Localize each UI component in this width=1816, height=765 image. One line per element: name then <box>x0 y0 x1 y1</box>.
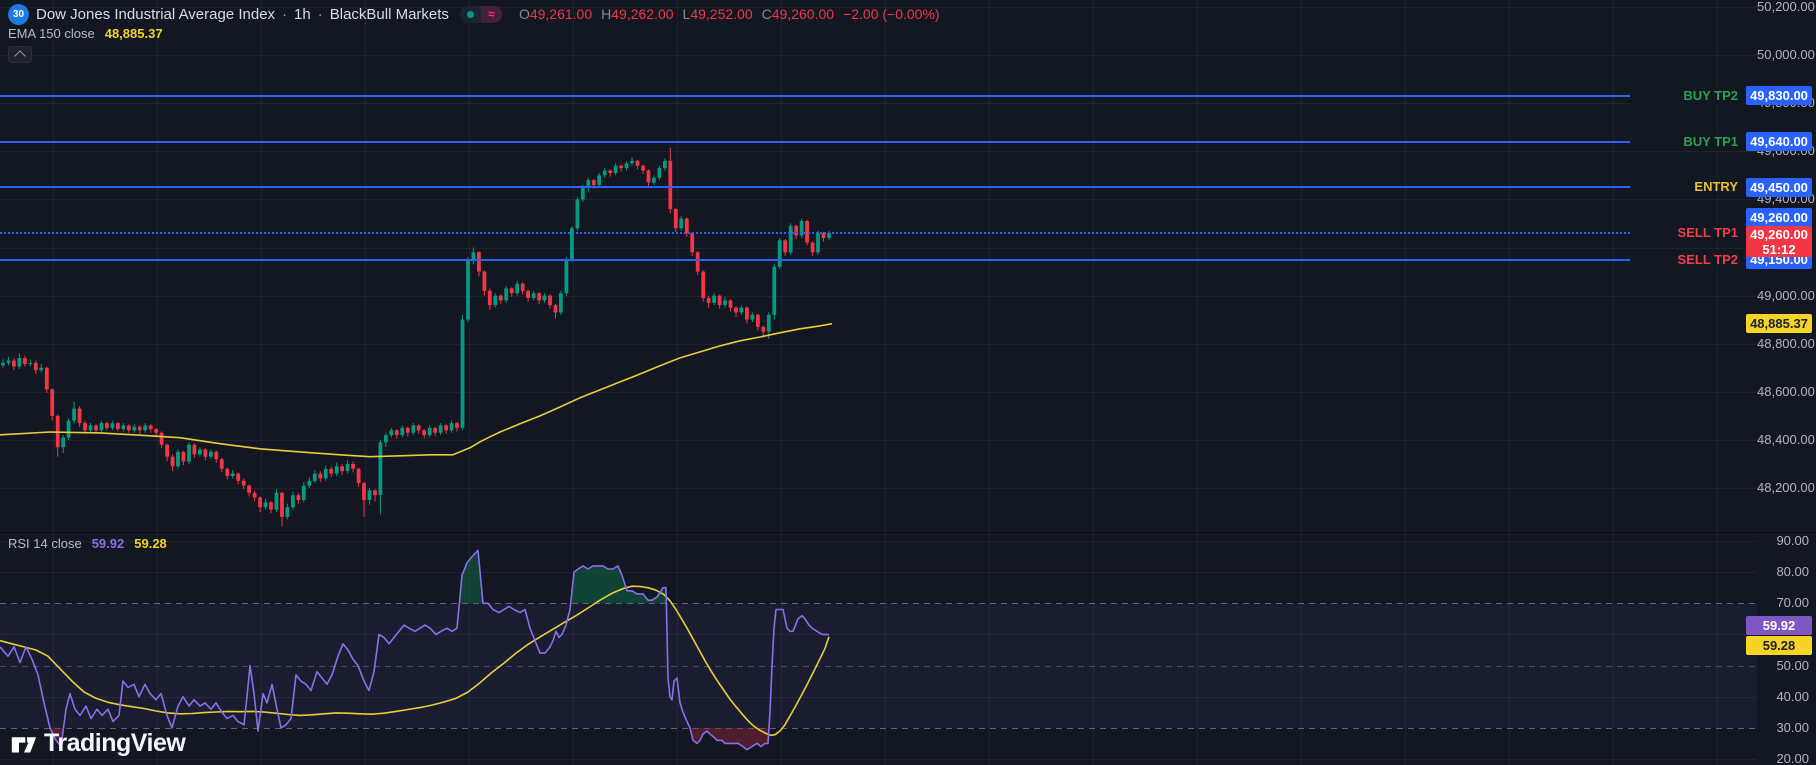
rsi-axis-label: 90.00 <box>1776 533 1809 548</box>
trade-line-bar[interactable] <box>0 232 1742 234</box>
rsi-axis-label: 40.00 <box>1776 688 1809 704</box>
rsi-label: RSI 14 close <box>8 536 82 551</box>
trade-line-bar[interactable] <box>0 186 1742 188</box>
open-label: O <box>518 6 530 22</box>
ema-value-badge: 48,885.37 <box>1746 314 1812 333</box>
price-badge-buy-tp1: 49,640.00 <box>1746 132 1812 151</box>
rsi-ma-value-badge: 59.28 <box>1746 636 1812 655</box>
tradingview-logo-icon <box>11 737 37 753</box>
pane-separator[interactable] <box>0 532 1816 533</box>
chevron-up-icon <box>14 50 26 62</box>
close-value: 49,260.00 <box>771 6 835 22</box>
price-axis-label: 50,000.00 <box>1757 47 1815 63</box>
bar-countdown: 51:12 <box>1762 242 1796 257</box>
rsi-indicator-row[interactable]: RSI 14 close 59.92 59.28 <box>8 536 167 551</box>
title-separator: · <box>282 5 288 23</box>
trade-line-label-buy-tp1: BUY TP1 <box>1630 133 1742 150</box>
trade-line-label-sell-tp2: SELL TP2 <box>1630 251 1742 268</box>
price-axis-label: 48,200.00 <box>1757 480 1815 495</box>
trade-line-bar[interactable] <box>0 259 1742 261</box>
price-badge-buy-tp2: 49,830.00 <box>1746 86 1812 105</box>
trade-line-bar[interactable] <box>0 141 1742 143</box>
price-axis-label: 48,400.00 <box>1757 431 1815 447</box>
price-badge-entry: 49,450.00 <box>1746 178 1812 197</box>
green-dot-icon <box>466 10 474 18</box>
symbol-header: 30 Dow Jones Industrial Average Index · … <box>8 3 940 25</box>
rsi-axis-label: 80.00 <box>1776 564 1809 580</box>
collapse-pane-button[interactable] <box>8 46 32 63</box>
rsi-ma-value: 59.28 <box>134 536 167 551</box>
rsi-axis-label: 30.00 <box>1776 719 1809 735</box>
rsi-axis-label: 50.00 <box>1776 657 1809 673</box>
rsi-value-badge: 59.92 <box>1746 616 1812 635</box>
trade-line-label-entry: ENTRY <box>1630 178 1742 195</box>
market-status-icon[interactable] <box>459 5 481 23</box>
ema-value: 48,885.37 <box>104 26 163 41</box>
price-badge-sell-tp1: 49,260.00 <box>1746 208 1812 227</box>
title-separator: · <box>317 5 323 23</box>
symbol-title[interactable]: Dow Jones Industrial Average Index <box>36 5 276 23</box>
symbol-logo-icon: 30 <box>8 3 29 25</box>
rsi-axis-label: 70.00 <box>1776 595 1809 611</box>
ema-indicator-row[interactable]: EMA 150 close 48,885.37 <box>8 26 163 41</box>
price-axis-label: 49,000.00 <box>1757 287 1815 303</box>
price-axis-label: 48,600.00 <box>1757 383 1815 399</box>
high-value: 49,262.00 <box>611 6 674 22</box>
tradingview-logo-text: TradingView <box>44 729 186 757</box>
trade-line-bar[interactable] <box>0 95 1742 97</box>
change-value: −2.00 (−0.00%) <box>843 6 940 22</box>
high-label: H <box>601 6 612 22</box>
trade-line-label-sell-tp1: SELL TP1 <box>1630 224 1742 241</box>
close-label: C <box>761 6 772 22</box>
interval-label[interactable]: 1h <box>294 5 311 23</box>
broker-label[interactable]: BlackBull Markets <box>329 5 449 23</box>
tradingview-logo[interactable]: TradingView <box>10 729 186 758</box>
ema-label: EMA 150 close <box>8 26 95 41</box>
rsi-axis-label: 20.00 <box>1776 751 1809 765</box>
trade-line-label-buy-tp2: BUY TP2 <box>1630 87 1742 104</box>
low-value: 49,252.00 <box>690 6 753 22</box>
price-axis-label: 50,200.00 <box>1757 0 1815 14</box>
ohlc-row: O49,261.00 H49,262.00 L49,252.00 C49,260… <box>519 6 940 22</box>
low-label: L <box>682 6 691 22</box>
delayed-data-icon[interactable]: ≈ <box>480 5 502 23</box>
open-value: 49,261.00 <box>529 6 593 22</box>
price-axis-label: 48,800.00 <box>1757 335 1815 351</box>
current-price-badge: 49,260.00 51:12 <box>1746 226 1812 257</box>
rsi-value: 59.92 <box>91 536 125 551</box>
current-price-value: 49,260.00 <box>1750 227 1808 242</box>
